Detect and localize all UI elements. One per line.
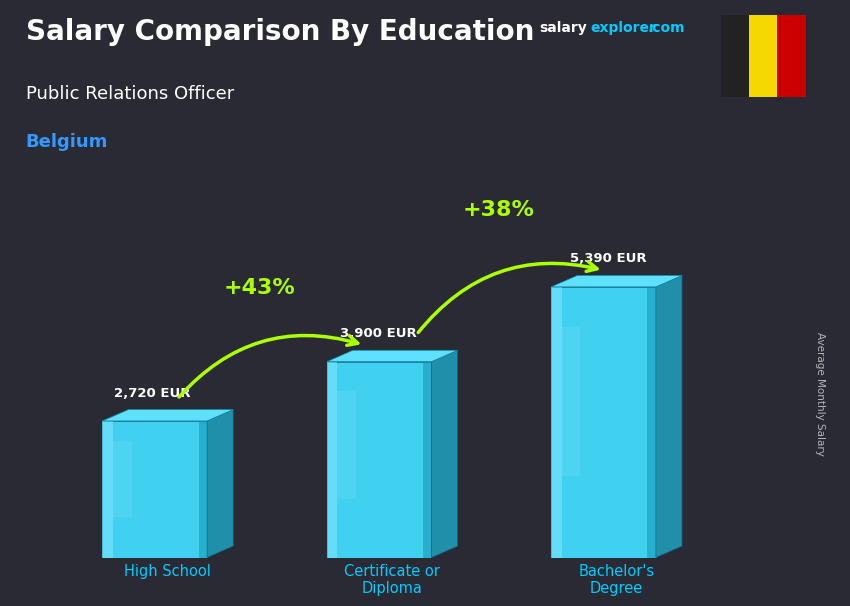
- Text: +43%: +43%: [224, 278, 295, 298]
- Text: explorer: explorer: [591, 21, 656, 35]
- Polygon shape: [326, 350, 457, 362]
- Text: .com: .com: [648, 21, 685, 35]
- Text: salary: salary: [540, 21, 587, 35]
- Polygon shape: [102, 410, 233, 421]
- Text: Public Relations Officer: Public Relations Officer: [26, 85, 234, 103]
- Text: Salary Comparison By Education: Salary Comparison By Education: [26, 18, 534, 46]
- Text: 5,390 EUR: 5,390 EUR: [570, 253, 647, 265]
- Polygon shape: [432, 350, 457, 558]
- Polygon shape: [562, 327, 581, 476]
- Polygon shape: [207, 410, 233, 558]
- Text: Certificate or
Diploma: Certificate or Diploma: [344, 564, 440, 596]
- Polygon shape: [423, 362, 432, 558]
- Bar: [749, 15, 778, 97]
- Polygon shape: [551, 276, 682, 287]
- Polygon shape: [102, 421, 113, 558]
- Polygon shape: [337, 391, 356, 499]
- Bar: [721, 15, 749, 97]
- Polygon shape: [656, 276, 682, 558]
- Polygon shape: [648, 287, 656, 558]
- Text: +38%: +38%: [463, 200, 535, 220]
- Bar: [778, 15, 806, 97]
- Text: Belgium: Belgium: [26, 133, 108, 152]
- Text: High School: High School: [124, 564, 212, 579]
- Polygon shape: [551, 287, 562, 558]
- Polygon shape: [326, 362, 432, 558]
- Text: Bachelor's
Degree: Bachelor's Degree: [579, 564, 654, 596]
- Text: 2,720 EUR: 2,720 EUR: [114, 387, 190, 399]
- Polygon shape: [113, 441, 132, 516]
- Polygon shape: [102, 421, 207, 558]
- Polygon shape: [551, 287, 656, 558]
- Text: 3,900 EUR: 3,900 EUR: [340, 327, 417, 341]
- Text: Average Monthly Salary: Average Monthly Salary: [815, 332, 825, 456]
- Polygon shape: [199, 421, 207, 558]
- Polygon shape: [326, 362, 337, 558]
